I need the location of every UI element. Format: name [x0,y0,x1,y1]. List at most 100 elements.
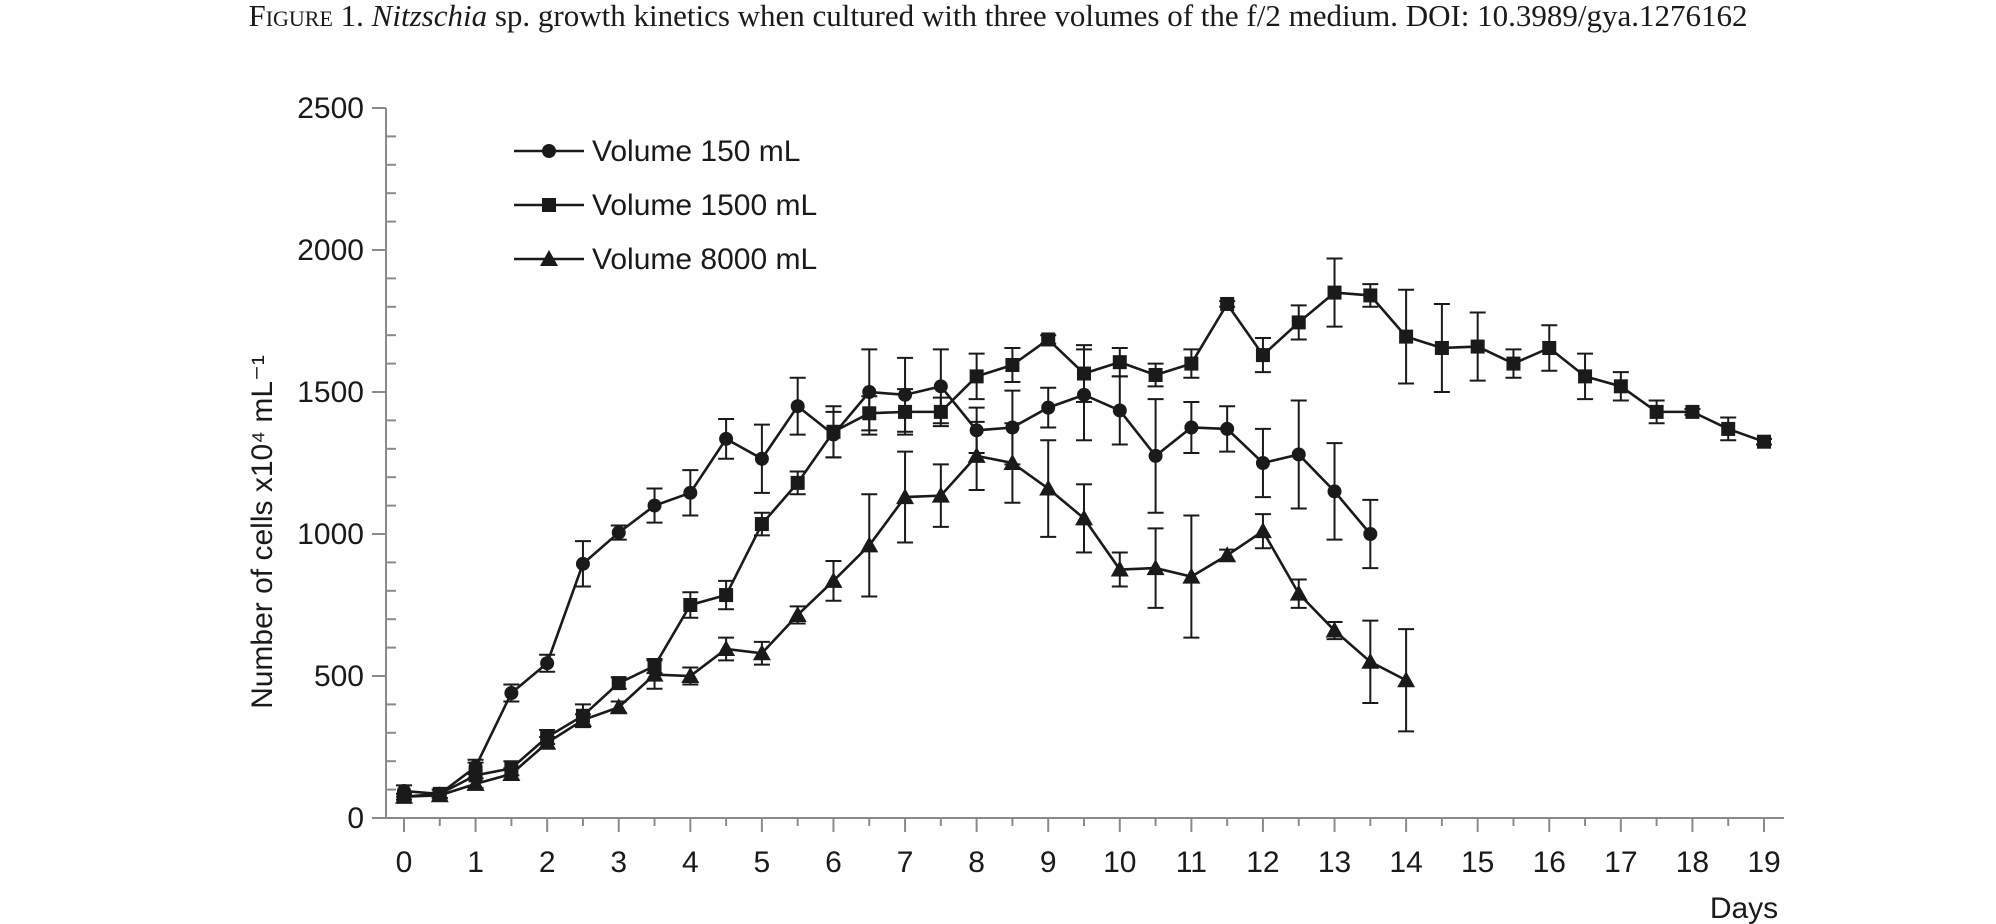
data-point [1148,367,1163,382]
legend-marker [540,250,558,266]
data-point [609,698,628,715]
data-point [1361,652,1380,669]
x-tick-label: 4 [682,846,699,879]
caption-species: Nitzschia [371,0,488,33]
data-point [1182,567,1201,584]
data-point [824,571,843,588]
chart-axes [372,107,1784,832]
data-point [540,656,555,671]
data-point [1506,356,1521,371]
data-point [1255,456,1270,470]
x-tick-label: 14 [1389,846,1422,879]
data-point [969,369,984,384]
data-point [790,399,805,414]
data-point [645,665,664,682]
y-tick-label: 2000 [297,234,364,267]
data-point [573,711,592,728]
x-tick-label: 0 [396,846,413,879]
x-tick-label: 11 [1176,846,1207,879]
series-line [403,384,1372,796]
series-3 [395,420,1416,804]
x-tick-label: 18 [1676,846,1709,879]
data-point [719,588,734,603]
data-point [788,605,807,622]
data-point [1325,621,1344,638]
data-point [1005,358,1020,373]
data-point [1041,400,1056,415]
data-point [1039,479,1058,496]
data-point [1542,340,1557,355]
legend-label: Volume 8000 mL [592,243,817,276]
data-point [1434,340,1449,355]
data-point [896,488,915,505]
data-point [1253,522,1272,539]
data-point [430,786,449,803]
x-tick-label: 8 [968,846,985,879]
data-point [1291,315,1306,330]
x-tick-label: 12 [1246,846,1279,879]
data-point [898,404,913,419]
data-point [752,644,771,661]
data-point [1255,348,1270,363]
legend-marker [542,198,556,212]
data-point [1110,560,1129,577]
data-point [681,667,700,683]
data-point [1613,379,1628,394]
x-tick-label: 1 [467,846,484,879]
legend-entry: Volume 150 mL [514,135,800,168]
data-point [1112,403,1127,418]
data-point [1220,421,1235,436]
chart-legend: Volume 150 mL Volume 1500 mL Volume 8000 m… [514,135,817,276]
y-tick-label: 500 [314,660,364,693]
data-point [1218,546,1237,563]
data-point [1291,447,1306,462]
x-tick-label: 3 [610,846,627,879]
legend-entry: Volume 8000 mL [514,243,817,276]
x-tick-label: 7 [897,846,914,879]
data-point [826,424,841,439]
x-tick-label: 5 [754,846,771,879]
x-tick-label: 2 [539,846,556,879]
data-point [933,404,948,419]
data-point [1685,404,1700,419]
data-point [575,556,590,571]
data-point [1327,285,1342,300]
data-point [538,733,557,750]
x-tick-label: 10 [1103,846,1136,879]
data-point [862,406,877,421]
data-point [502,764,521,781]
caption-label: Figure 1. [248,0,364,33]
legend-entry: Volume 1500 mL [514,189,817,222]
data-point [933,379,948,394]
data-point [790,475,805,490]
data-point [504,686,519,701]
x-tick-label: 15 [1461,846,1494,879]
data-point [1184,356,1199,371]
y-axis-title: Number of cells x10⁴ mL⁻¹ [246,355,279,709]
x-tick-label: 19 [1747,846,1780,879]
data-point [683,598,698,612]
y-tick-label: 1000 [297,518,364,551]
legend-marker [542,144,556,158]
data-point [1112,355,1127,370]
caption-text: sp. growth kinetics when cultured with t… [487,0,1748,33]
data-point [466,774,485,791]
data-point [1399,329,1414,344]
legend-label: Volume 1500 mL [592,189,817,222]
data-point [1470,339,1485,354]
figure-caption: Figure 1. Nitzschia sp. growth kinetics … [0,0,1996,32]
data-point [1077,366,1091,381]
data-point [1148,448,1163,463]
y-tick-label: 2500 [297,92,364,125]
y-tick-label: 1500 [297,376,364,409]
data-point [395,787,413,804]
data-point [1721,421,1736,436]
data-point [1289,584,1308,601]
data-point [1757,434,1771,449]
data-point [860,536,879,553]
data-point [1363,527,1378,541]
data-point [754,517,769,532]
legend-label: Volume 150 mL [592,135,800,168]
